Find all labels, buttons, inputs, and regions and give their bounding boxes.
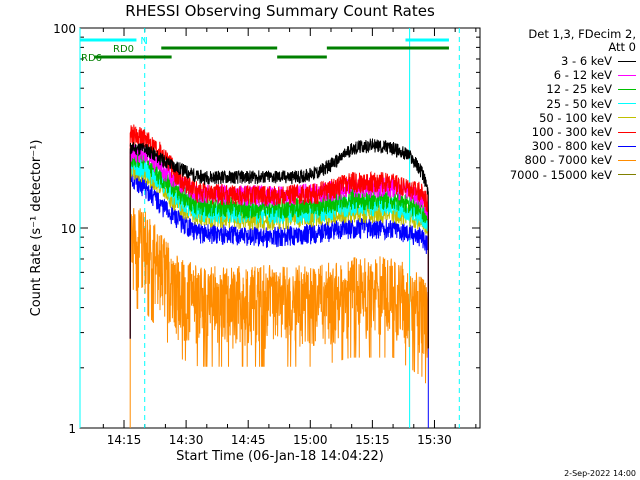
legend-label: 100 - 300 keV [531,125,612,140]
x-tick-label-0: 14:15 [107,433,142,447]
state-label-rd6: RD6 [81,53,102,64]
legend-items: 3 - 6 keV 6 - 12 keV 12 - 25 keV 25 - 50 ke… [484,54,636,182]
legend-item-0: 3 - 6 keV [484,54,636,68]
legend-header-line-1: Det 1,3, FDecim 2, [528,27,636,41]
y-tick-label-2: 100 [53,22,76,36]
series-line-3-6-kev [129,138,429,349]
legend-label: 12 - 25 keV [546,82,612,97]
chart-title: RHESSI Observing Summary Count Rates [125,2,435,20]
x-tick-label-4: 15:15 [355,433,390,447]
legend-item-8: 7000 - 15000 keV [484,168,636,182]
legend-swatch [618,60,636,62]
legend-item-5: 100 - 300 keV [484,125,636,139]
legend-swatch [618,117,636,119]
legend-swatch [618,145,636,147]
footer-date: 2-Sep-2022 14:00 [564,469,636,478]
legend-item-7: 800 - 7000 keV [484,153,636,167]
legend-item-6: 300 - 800 keV [484,139,636,153]
legend-item-3: 25 - 50 keV [484,97,636,111]
legend-swatch [618,103,636,105]
state-label-rd0: RD0 [113,44,134,55]
series-line-800-7000-kev [129,206,429,428]
y-axis-label: Count Rate (s⁻¹ detector⁻¹) [29,140,44,317]
legend-label: 50 - 100 keV [539,110,612,125]
legend-item-2: 12 - 25 keV [484,82,636,96]
legend-label: 7000 - 15000 keV [509,167,612,182]
legend-swatch [618,174,636,176]
legend-label: 800 - 7000 keV [524,153,612,168]
legend-swatch [618,131,636,133]
state-label-n: N [140,36,147,47]
legend-swatch [618,88,636,90]
legend-header: Det 1,3, FDecim 2, Att 0 [484,28,636,54]
legend-item-4: 50 - 100 keV [484,111,636,125]
legend: Det 1,3, FDecim 2, Att 0 3 - 6 keV 6 - 12… [484,28,636,182]
legend-swatch [618,159,636,161]
x-tick-label-1: 14:30 [169,433,204,447]
legend-swatch [618,74,636,76]
legend-label: 6 - 12 keV [553,68,612,83]
y-tick-label-0: 1 [68,422,76,436]
legend-label: 300 - 800 keV [531,139,612,154]
legend-header-line-2: Att 0 [608,40,636,54]
legend-label: 25 - 50 keV [546,96,612,111]
legend-label: 3 - 6 keV [561,54,612,69]
x-tick-label-5: 15:30 [417,433,452,447]
y-tick-label-1: 10 [61,222,76,236]
x-tick-label-3: 15:00 [293,433,328,447]
x-axis-label: Start Time (06-Jan-18 14:04:22) [176,449,384,464]
x-tick-label-2: 14:45 [231,433,266,447]
legend-item-1: 6 - 12 keV [484,68,636,82]
